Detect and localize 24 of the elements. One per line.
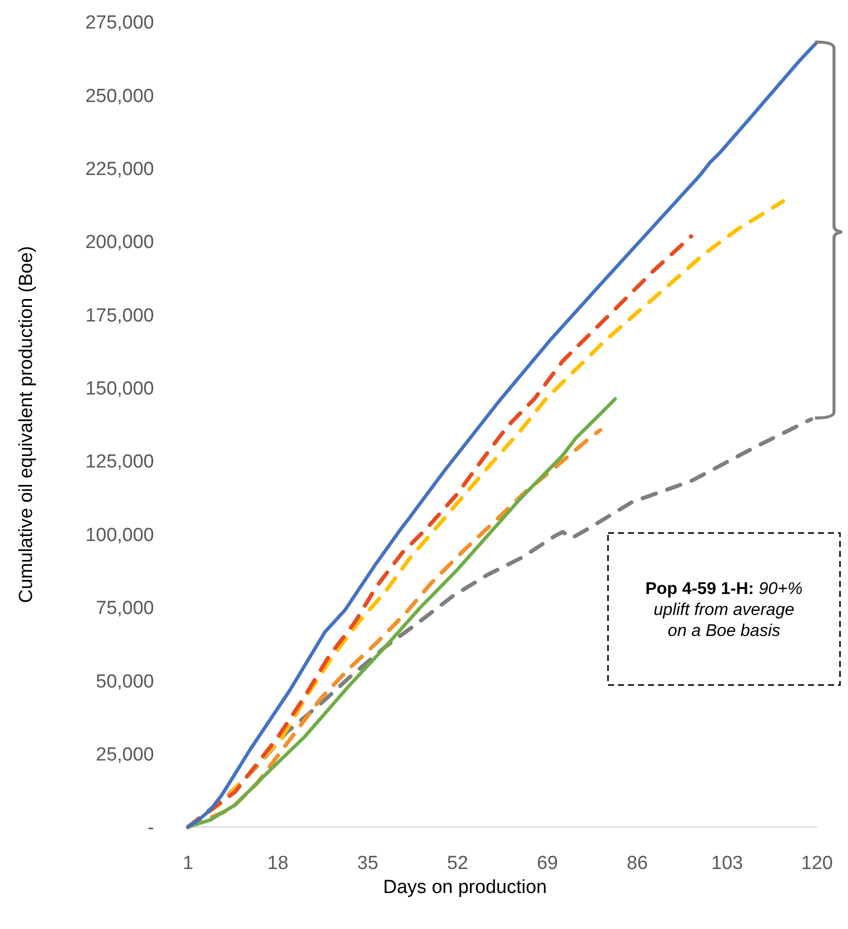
y-axis-title: Cumulative oil equivalent production (Boe) xyxy=(16,246,37,603)
y-tick-label: 200,000 xyxy=(85,232,154,254)
y-tick-label: 125,000 xyxy=(85,452,154,473)
y-tick-label: 250,000 xyxy=(85,86,154,107)
annotation: Pop 4-59 1-H: 90+% uplift from average on a Boe basis xyxy=(645,579,803,640)
x-tick-label: 35 xyxy=(357,853,378,874)
x-tick-label: 52 xyxy=(447,853,468,874)
x-tick-label: 103 xyxy=(711,853,743,874)
x-tick-label: 86 xyxy=(626,853,648,874)
x-tick-label: 1 xyxy=(182,853,194,874)
y-tick-label: 150,000 xyxy=(85,378,154,400)
y-tick-label: 175,000 xyxy=(85,305,154,326)
y-tick-label: 225,000 xyxy=(85,159,154,180)
y-tick-label: - xyxy=(148,818,154,839)
y-tick-label: 275,000 xyxy=(85,12,154,34)
y-tick-label: 25,000 xyxy=(96,744,154,766)
x-tick-label: 18 xyxy=(267,853,288,874)
x-axis-title: Days on production xyxy=(383,877,547,898)
line-series xyxy=(186,40,819,829)
x-tick-label: 69 xyxy=(536,853,558,874)
y-tick-label: 50,000 xyxy=(96,671,154,692)
y-tick-label: 75,000 xyxy=(96,598,154,620)
x-tick-label: 120 xyxy=(801,853,833,874)
y-tick-label: 100,000 xyxy=(85,524,154,546)
